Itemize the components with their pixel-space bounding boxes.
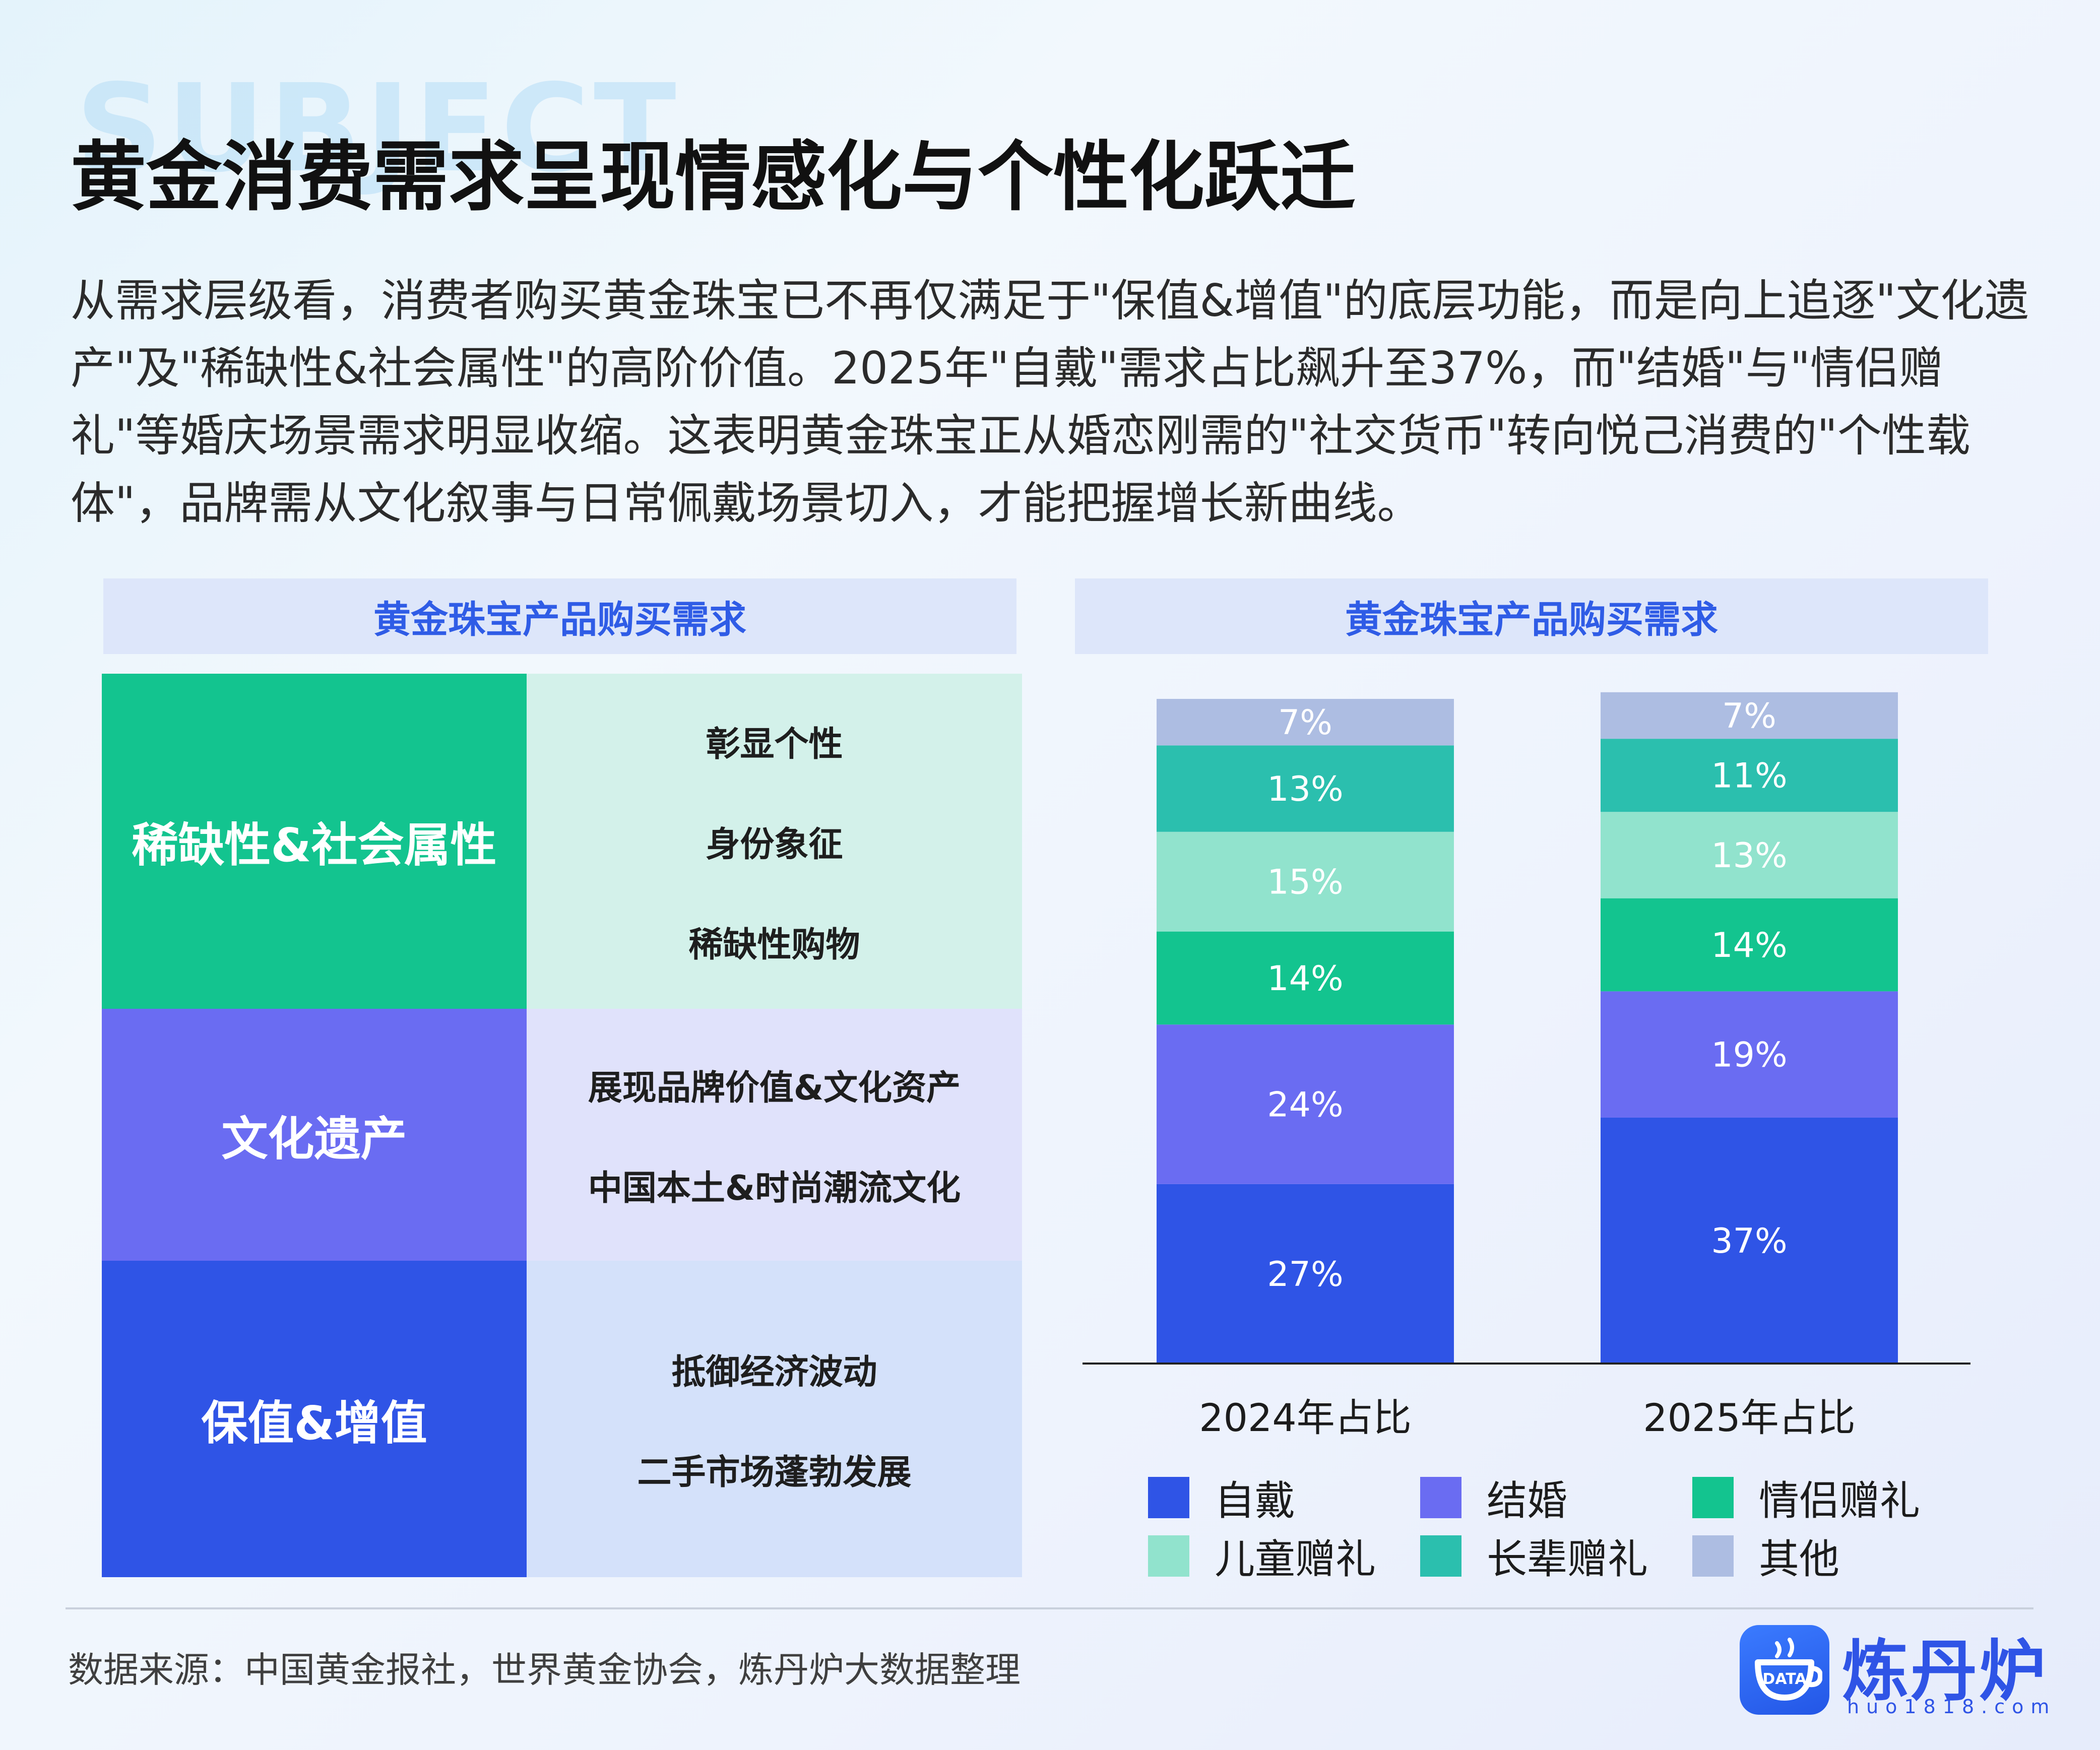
bar-segment-4-0 xyxy=(1157,745,1454,832)
data-label-0-0: 27% xyxy=(1267,1255,1343,1294)
bar-segment-2-1 xyxy=(1601,898,1898,992)
bar-segment-5-0 xyxy=(1157,699,1454,746)
data-label-5-1: 7% xyxy=(1722,696,1776,736)
legend-swatch xyxy=(1420,1477,1461,1518)
cup-icon: DATA xyxy=(1755,1638,1822,1701)
tier-item: 中国本土&时尚潮流文化 xyxy=(588,1169,961,1208)
legend-swatch xyxy=(1692,1477,1734,1518)
x-labels-group: 2024年占比 2025年占比 xyxy=(1199,1395,1855,1440)
right-panel-title: 黄金珠宝产品购买需求 xyxy=(1075,578,1988,654)
data-label-4-0: 13% xyxy=(1267,769,1343,809)
data-label-2-0: 14% xyxy=(1267,959,1343,999)
bar-segment-3-0 xyxy=(1157,831,1454,932)
legend-item-4: 长辈赠礼 xyxy=(1420,1527,1648,1585)
data-label-0-1: 37% xyxy=(1711,1221,1787,1261)
legend-label: 其他 xyxy=(1759,1536,1839,1583)
x-tick-label-1: 2025年占比 xyxy=(1643,1395,1855,1440)
x-tick-label-0: 2024年占比 xyxy=(1199,1395,1411,1440)
tier-scarcity-social-items: 彰显个性 身份象征 稀缺性购物 xyxy=(527,674,1022,1009)
legend-label: 结婚 xyxy=(1487,1477,1567,1524)
page-title: 黄金消费需求呈现情感化与个性化跃迁 xyxy=(71,134,1356,221)
data-label-4-1: 11% xyxy=(1711,756,1787,796)
legend-item-2: 情侣赠礼 xyxy=(1692,1468,1920,1527)
bar-segment-4-1 xyxy=(1601,739,1898,812)
tier-value-preservation-items: 抵御经济波动 二手市场蓬勃发展 xyxy=(527,1261,1022,1577)
tier-cultural-heritage-head: 文化遗产 xyxy=(102,1009,527,1261)
tier-item: 身份象征 xyxy=(706,825,843,865)
intro-paragraph: 从需求层级看，消费者购买黄金珠宝已不再仅满足于"保值&增值"的底层功能，而是向上… xyxy=(71,275,2029,529)
left-panel-title: 黄金珠宝产品购买需求 xyxy=(103,578,1016,654)
tier-scarcity-social-head: 稀缺性&社会属性 xyxy=(102,674,527,1009)
legend-item-5: 其他 xyxy=(1692,1527,1839,1585)
bar-segment-1-0 xyxy=(1157,1024,1454,1184)
bar-segment-0-1 xyxy=(1601,1117,1898,1364)
brand-name: 炼丹炉 xyxy=(1842,1633,2048,1710)
legend-swatch xyxy=(1148,1477,1189,1518)
watermark-text: SUBJECT xyxy=(76,58,680,199)
bar-segment-0-0 xyxy=(1157,1184,1454,1364)
badge-text: DATA xyxy=(1762,1670,1807,1688)
tier-item: 展现品牌价值&文化资产 xyxy=(588,1068,961,1108)
bar-segment-2-0 xyxy=(1157,931,1454,1025)
legend-swatch xyxy=(1148,1535,1189,1577)
tier-cultural-heritage-items: 展现品牌价值&文化资产 中国本土&时尚潮流文化 xyxy=(527,1009,1022,1261)
bars-group: 27% 24% 14% 15% 13% 7% 37% 19% 14% 13% 11% 7% xyxy=(1157,692,1898,1364)
tier-item: 抵御经济波动 xyxy=(671,1352,877,1392)
data-label-2-1: 14% xyxy=(1711,926,1787,965)
legend-label: 儿童赠礼 xyxy=(1215,1536,1376,1583)
data-label-1-1: 19% xyxy=(1711,1035,1787,1075)
legend-swatch xyxy=(1420,1535,1461,1577)
legend-label: 情侣赠礼 xyxy=(1759,1477,1920,1524)
legend-label: 自戴 xyxy=(1215,1477,1295,1524)
footer-divider xyxy=(66,1607,2033,1609)
brand-logo-badge: DATA xyxy=(1740,1625,1829,1715)
bar-segment-5-1 xyxy=(1601,692,1898,739)
bar-segment-1-1 xyxy=(1601,991,1898,1118)
data-label-3-0: 15% xyxy=(1267,863,1343,902)
tier-item: 二手市场蓬勃发展 xyxy=(637,1453,912,1493)
bar-segment-3-1 xyxy=(1601,812,1898,898)
tier-value-preservation-head: 保值&增值 xyxy=(102,1261,527,1577)
legend-label: 长辈赠礼 xyxy=(1487,1536,1648,1583)
legend-item-0: 自戴 xyxy=(1148,1468,1295,1527)
legend-swatch xyxy=(1692,1535,1734,1577)
tier-item: 稀缺性购物 xyxy=(688,925,860,965)
tier-item: 彰显个性 xyxy=(706,725,843,764)
brand-url: huo1818.com xyxy=(1847,1696,2057,1718)
data-label-3-1: 13% xyxy=(1711,836,1787,876)
data-label-1-0: 24% xyxy=(1267,1085,1343,1125)
legend-item-1: 结婚 xyxy=(1420,1468,1567,1527)
source-note: 数据来源：中国黄金报社，世界黄金协会，炼丹炉大数据整理 xyxy=(68,1649,1021,1691)
legend-item-3: 儿童赠礼 xyxy=(1148,1527,1376,1585)
data-label-5-0: 7% xyxy=(1278,703,1332,743)
